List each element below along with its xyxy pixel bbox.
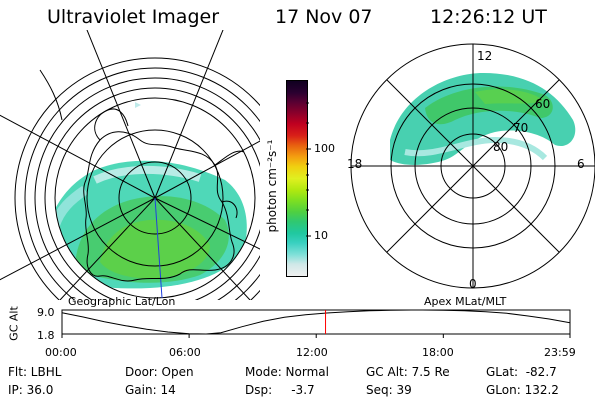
- alt-ytick-9: 9.0: [37, 306, 55, 319]
- alt-xtick-1200: 12:00: [296, 346, 328, 359]
- mlt-label-12: 12: [477, 49, 492, 63]
- aurora-oval: [390, 72, 576, 165]
- instrument-title: Ultraviolet Imager: [47, 6, 220, 28]
- geographic-map: [0, 30, 260, 300]
- aurora-image: [55, 98, 247, 289]
- altitude-plot: [61, 309, 571, 338]
- right-map-label: Apex MLat/MLT: [424, 295, 507, 308]
- coastline: [83, 131, 235, 282]
- mlt-label-0: 0: [469, 277, 477, 290]
- left-map-label: Geographic Lat/Lon: [68, 295, 176, 308]
- gc-alt-value: GC Alt: 7.5 Re: [366, 365, 450, 379]
- mlat-label-70: 70: [513, 121, 528, 135]
- seq-value: Seq: 39: [366, 383, 412, 397]
- alt-xtick-0600: 06:00: [169, 346, 201, 359]
- magnetic-polar-plot: 12 18 6 0 60 70 80: [347, 43, 595, 290]
- colorbar-tick-100: 100: [314, 142, 335, 155]
- mlat-label-80: 80: [493, 140, 508, 154]
- filter-value: Flt: LBHL: [8, 365, 62, 379]
- date-label: 17 Nov 07: [275, 6, 373, 28]
- time-label: 12:26:12 UT: [430, 6, 547, 28]
- glon-value: GLon: 132.2: [486, 383, 559, 397]
- gain-value: Gain: 14: [125, 383, 176, 397]
- colorbar-tick-10: 10: [314, 229, 328, 242]
- colorbar-unit-label: photon cm⁻²s⁻¹: [265, 139, 279, 233]
- glat-value: GLat: -82.7: [486, 365, 557, 379]
- ip-value: IP: 36.0: [8, 383, 54, 397]
- door-value: Door: Open: [125, 365, 194, 379]
- mode-value: Mode: Normal: [245, 365, 329, 379]
- colorbar-ticks: [306, 102, 311, 237]
- alt-xtick-2359: 23:59: [544, 346, 576, 359]
- mlt-label-18: 18: [347, 157, 362, 171]
- mlat-label-60: 60: [535, 97, 550, 111]
- alt-xtick-0000: 00:00: [45, 346, 77, 359]
- alt-ylabel: GC Alt: [7, 306, 21, 341]
- altitude-track-line: [61, 309, 571, 335]
- colorbar: [286, 80, 308, 277]
- mlt-label-6: 6: [577, 157, 585, 171]
- alt-ytick-1-8: 1.8: [37, 329, 55, 342]
- alt-xtick-1800: 18:00: [422, 346, 454, 359]
- dsp-value: Dsp: -3.7: [245, 383, 315, 397]
